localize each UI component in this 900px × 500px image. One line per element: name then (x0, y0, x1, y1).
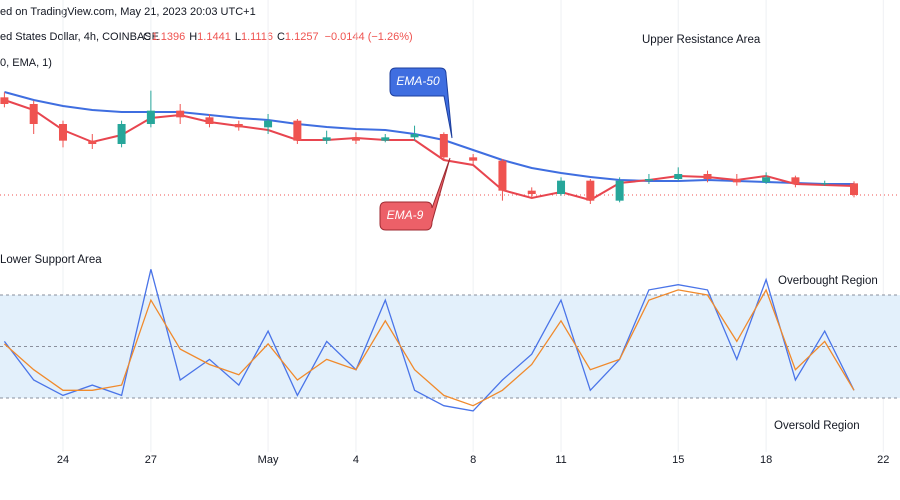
series-line (3, 288, 855, 407)
candle-body (469, 157, 478, 161)
candle-body (117, 124, 126, 144)
candle-body (732, 179, 741, 183)
candle-body (791, 177, 800, 184)
ohlc-label: L (235, 31, 241, 43)
callout-box (379, 157, 451, 231)
candle-body (0, 97, 9, 104)
callout-label: EMA-50 (396, 74, 440, 88)
candle-body (58, 124, 67, 141)
ohlc-value: 1.1116 (241, 31, 273, 43)
candle-body (322, 137, 331, 141)
callout-box (389, 67, 453, 139)
candle-body (762, 177, 771, 183)
ohlc-label: C (277, 31, 285, 43)
candle-body (29, 104, 38, 124)
annotation: Lower Support Area (0, 254, 102, 266)
candle-body (351, 137, 360, 141)
ohlc-label: H (189, 31, 197, 43)
series-line (4, 91, 854, 185)
ohlc-value: 1.1441 (197, 31, 231, 43)
candle-body (146, 110, 155, 124)
x-tick-label: 8 (470, 454, 476, 466)
candle-body (264, 120, 273, 128)
candle-body (498, 160, 507, 191)
series-line (3, 269, 855, 412)
ohlc-label: O (143, 31, 152, 43)
series-line (4, 99, 855, 202)
x-tick-label: 4 (353, 454, 359, 466)
candle-body (557, 180, 566, 194)
price-panel (0, 90, 900, 204)
ohlc-legend: O 1.1396 H 1.1441 L 1.1116 C 1.1257 −0.0144 (−1.… (143, 31, 413, 43)
x-tick-label: 24 (57, 454, 69, 466)
candle-body (176, 110, 185, 118)
x-tick-label: 22 (877, 454, 889, 466)
candle-body (439, 134, 448, 158)
rsi-panel: 24 27 May 4 8 11 15 18 22 (0, 269, 900, 466)
candle-body (381, 137, 390, 141)
x-tick-label: 15 (672, 454, 684, 466)
annotation: Overbought Region (778, 275, 878, 287)
x-tick-label: May (258, 454, 279, 466)
ohlc-value: 1.1396 (152, 31, 186, 43)
source-line: ed on TradingView.com, May 21, 2023 20:0… (0, 6, 256, 18)
candle-body (205, 117, 214, 124)
indicator: 0, EMA, 1) (0, 57, 52, 69)
candle-body (293, 120, 302, 141)
candle-body (234, 124, 243, 128)
annotation: Upper Resistance Area (642, 34, 761, 46)
symbol: ed States Dollar, 4h, COINBASE (0, 31, 159, 43)
candle-body (527, 190, 536, 194)
x-tick-label: 18 (760, 454, 772, 466)
x-tick-label: 11 (555, 454, 566, 466)
x-tick-label: 27 (145, 454, 157, 466)
candle-body (644, 179, 653, 181)
callout-label: EMA-9 (387, 208, 424, 222)
ohlc-value: 1.1257 (285, 31, 319, 43)
ohlc-change: −0.0144 (−1.26%) (325, 31, 413, 43)
candle-body (674, 174, 683, 179)
candle-body (586, 180, 595, 201)
candle-body (703, 174, 712, 179)
candle-body (88, 140, 97, 144)
candle-body (410, 134, 419, 138)
ema50-callout: EMA-50 (389, 67, 453, 139)
ema9-callout: EMA-9 (379, 157, 451, 231)
candle-body (850, 183, 859, 195)
candle-body (615, 180, 624, 201)
annotation: Oversold Region (774, 420, 860, 432)
candle-body (820, 183, 829, 185)
